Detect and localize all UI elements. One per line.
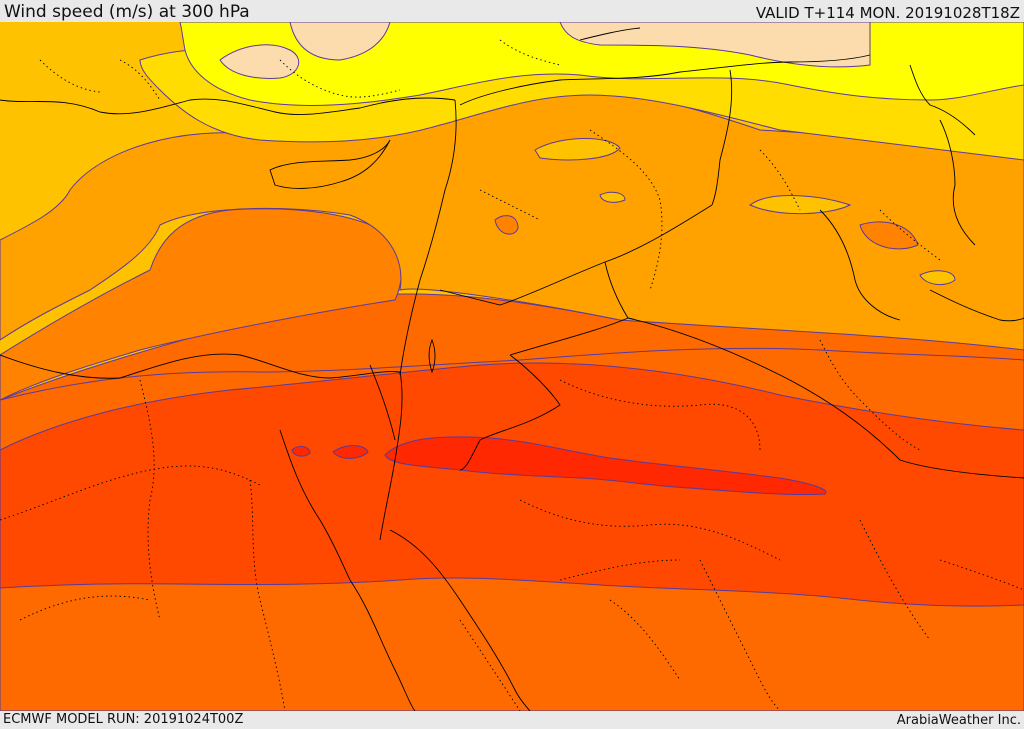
band-red-core <box>384 436 827 496</box>
band-red-spot-2 <box>291 445 311 457</box>
band-red-spot-1 <box>332 445 369 459</box>
patch-amber-2 <box>749 195 852 215</box>
national-borders <box>369 54 1024 479</box>
credit-label: ArabiaWeather Inc. <box>896 713 1021 728</box>
patch-orange-1 <box>494 215 519 235</box>
band-lightest-nw <box>289 22 391 61</box>
patch-amber-3 <box>919 270 956 286</box>
map-header: Wind speed (m/s) at 300 hPa VALID T+114 … <box>0 0 1024 22</box>
valid-time: VALID T+114 MON. 20191028T18Z <box>755 4 1020 22</box>
band-lightest <box>559 22 871 68</box>
band-red-orange <box>0 362 1024 607</box>
map-canvas <box>0 22 1024 711</box>
model-run-label: ECMWF MODEL RUN: 20191024T00Z <box>3 712 244 727</box>
patch-amber-1 <box>534 138 621 161</box>
map-footer: ECMWF MODEL RUN: 20191024T00Z ArabiaWeat… <box>0 711 1024 729</box>
patch-amber-4 <box>599 191 626 203</box>
band-lightest-west <box>219 44 300 79</box>
coastlines <box>0 27 1024 711</box>
patch-orange-2 <box>859 221 919 250</box>
map-title: Wind speed (m/s) at 300 hPa <box>4 2 250 22</box>
wind-speed-map <box>0 22 1024 711</box>
province-borders <box>0 39 1024 711</box>
